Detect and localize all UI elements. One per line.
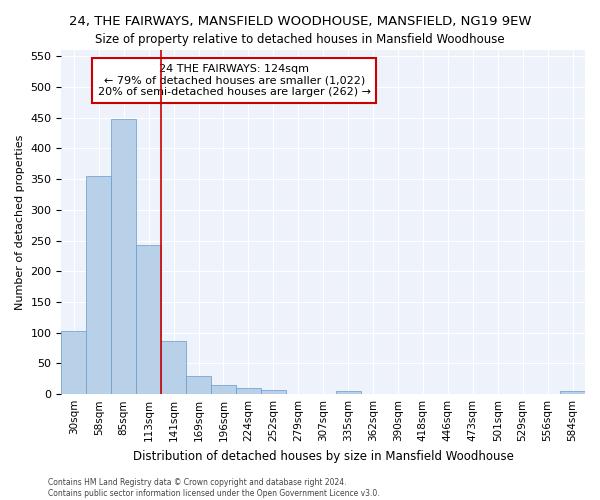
Bar <box>236 388 261 394</box>
Bar <box>335 391 361 394</box>
Bar <box>86 176 111 394</box>
Text: Size of property relative to detached houses in Mansfield Woodhouse: Size of property relative to detached ho… <box>95 32 505 46</box>
Bar <box>560 391 585 394</box>
Bar <box>136 245 161 394</box>
Bar <box>261 390 286 394</box>
Bar <box>186 376 211 394</box>
X-axis label: Distribution of detached houses by size in Mansfield Woodhouse: Distribution of detached houses by size … <box>133 450 514 462</box>
Bar <box>161 342 186 394</box>
Bar <box>61 331 86 394</box>
Bar <box>211 385 236 394</box>
Bar <box>111 119 136 394</box>
Y-axis label: Number of detached properties: Number of detached properties <box>15 134 25 310</box>
Text: Contains HM Land Registry data © Crown copyright and database right 2024.
Contai: Contains HM Land Registry data © Crown c… <box>48 478 380 498</box>
Text: 24, THE FAIRWAYS, MANSFIELD WOODHOUSE, MANSFIELD, NG19 9EW: 24, THE FAIRWAYS, MANSFIELD WOODHOUSE, M… <box>69 15 531 28</box>
Text: 24 THE FAIRWAYS: 124sqm
← 79% of detached houses are smaller (1,022)
20% of semi: 24 THE FAIRWAYS: 124sqm ← 79% of detache… <box>98 64 371 97</box>
